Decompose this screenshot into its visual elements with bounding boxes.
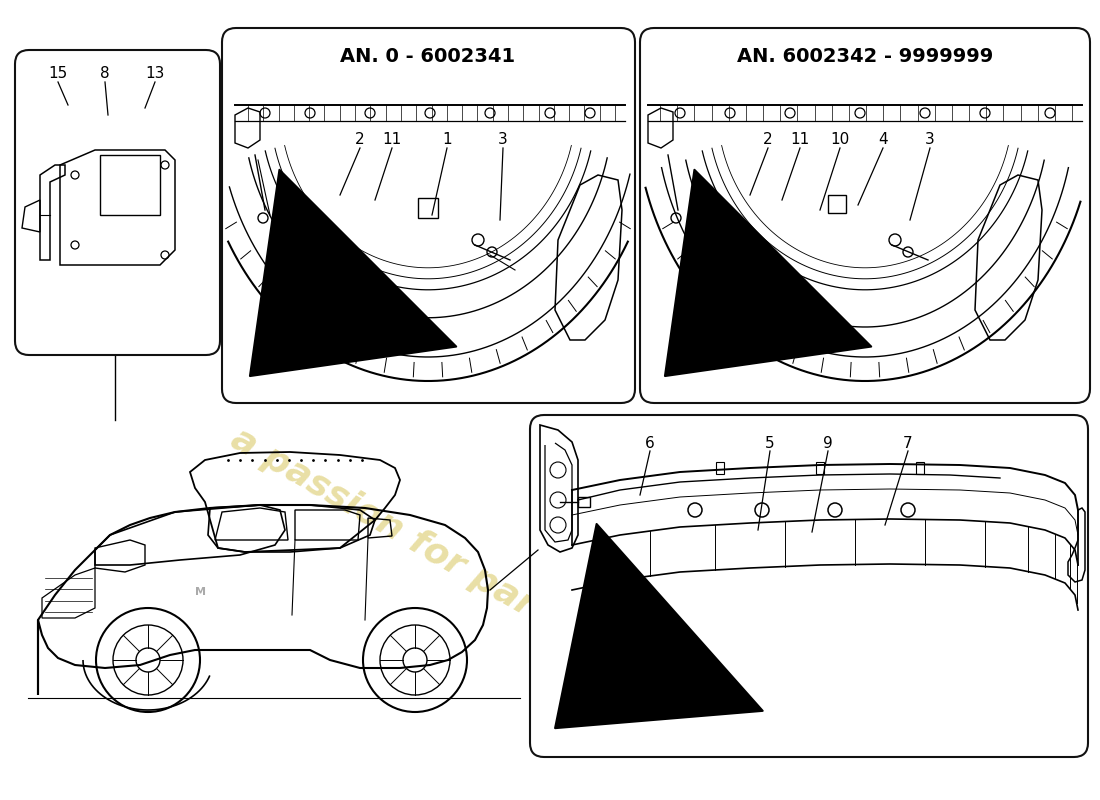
Text: a passion for parts since 1965: a passion for parts since 1965 (226, 422, 774, 758)
Text: 3: 3 (498, 133, 508, 147)
Text: 1: 1 (442, 133, 452, 147)
Bar (916, 462, 924, 474)
Bar (418, 198, 438, 218)
Text: 7: 7 (903, 435, 913, 450)
FancyBboxPatch shape (222, 28, 635, 403)
Text: AN. 6002342 - 9999999: AN. 6002342 - 9999999 (737, 47, 993, 66)
Text: 13: 13 (145, 66, 165, 81)
Bar (816, 462, 824, 474)
Text: 8: 8 (100, 66, 110, 81)
Text: 11: 11 (791, 133, 810, 147)
FancyBboxPatch shape (640, 28, 1090, 403)
FancyBboxPatch shape (15, 50, 220, 355)
Bar (716, 462, 724, 474)
Text: 10: 10 (830, 133, 849, 147)
Bar (578, 497, 590, 507)
Text: 3: 3 (925, 133, 935, 147)
Text: 2: 2 (355, 133, 365, 147)
Text: 9: 9 (823, 435, 833, 450)
Text: 15: 15 (48, 66, 67, 81)
Text: a passion for parts since 1965: a passion for parts since 1965 (680, 103, 1060, 337)
Text: AN. 0 - 6002341: AN. 0 - 6002341 (340, 47, 516, 66)
FancyBboxPatch shape (530, 415, 1088, 757)
Text: 2: 2 (763, 133, 773, 147)
Text: 11: 11 (383, 133, 402, 147)
Text: 4: 4 (878, 133, 888, 147)
Text: M: M (195, 587, 206, 597)
Text: 6: 6 (645, 435, 654, 450)
Text: 5: 5 (766, 435, 774, 450)
Bar (828, 195, 846, 213)
